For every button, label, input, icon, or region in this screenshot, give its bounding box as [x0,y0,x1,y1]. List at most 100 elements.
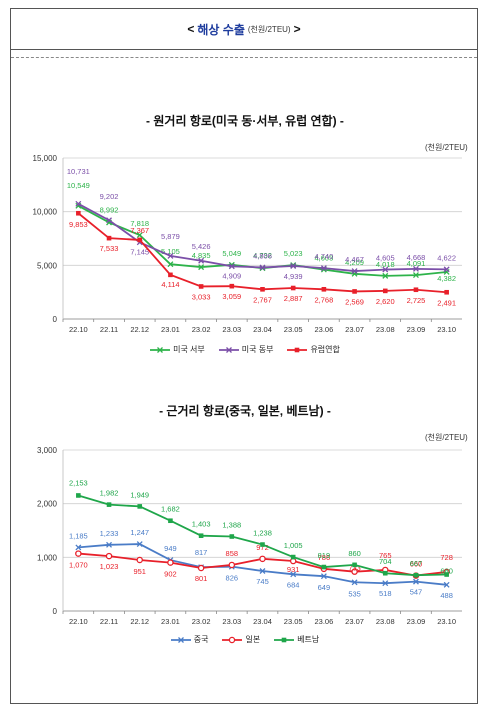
legend-item: 중국 [170,634,208,645]
data-point [198,284,204,289]
legend-marker [229,636,236,643]
x-tick-label: 23.08 [376,617,395,626]
x-tick-label: 23.10 [437,325,456,334]
data-label: 860 [348,549,361,558]
chart2-unit: (천원/2TEU) [425,433,468,442]
x-tick-label: 23.07 [345,617,364,626]
x-tick-label: 23.04 [253,325,272,334]
legend-label: 베트남 [297,635,320,644]
data-label: 4,605 [376,254,395,263]
data-label: 931 [287,565,300,574]
data-point [382,288,388,294]
data-point [198,264,205,271]
data-label: 7,818 [130,219,149,228]
data-point [290,263,297,269]
y-tick-label: 2,000 [37,500,58,509]
legend-marker [295,347,300,352]
legend-marker [225,346,232,353]
data-label: 5,426 [192,242,211,251]
legend-swatch [150,346,171,353]
data-label: 547 [410,588,423,597]
header-left-bracket: < [187,22,195,36]
data-point [168,272,173,278]
page-frame: < 해상 수출 (천원/2TEU) > [10,8,478,704]
data-point [229,283,235,289]
data-label: 786 [318,553,331,562]
data-point [167,261,174,268]
data-label: 4,939 [284,272,303,281]
data-label: 684 [287,580,300,589]
y-tick-label: 1,000 [37,553,58,562]
data-label: 680 [440,567,453,576]
data-label: 4,018 [376,260,395,269]
legend-item: 베트남 [274,634,319,645]
data-label: 858 [226,549,239,558]
data-label: 1,023 [100,562,119,571]
data-label: 4,467 [345,255,364,264]
data-label: 1,388 [222,521,241,530]
data-label: 4,835 [192,251,211,260]
data-point [351,268,358,275]
chart1-long-distance: 0 5,000 10,000 15,000 22.10 22.11 22.12 23.01 23… [33,154,462,334]
legend-swatch [170,636,191,643]
data-point [106,235,112,241]
data-point [413,265,419,272]
data-point [136,556,143,564]
legend-label: 유럽연합 [310,345,340,354]
data-label: 9,853 [69,220,88,229]
x-tick-label: 23.02 [192,617,211,626]
data-label: 7,145 [130,247,149,256]
data-point [106,502,112,507]
legend-item: 미국 서부 [150,344,205,355]
x-tick-label: 23.04 [253,617,272,626]
data-label: 7,367 [130,226,149,235]
data-label: 4,622 [437,253,456,262]
data-point [105,552,113,560]
legend-marker [281,637,287,642]
chart2-short-distance: 0 1,000 2,000 3,000 22.10 22.11 22.12 23.01 23.0… [37,446,462,626]
data-point [259,264,266,271]
data-label: 2,620 [376,297,395,306]
data-label: 4,382 [437,274,456,283]
data-point [76,210,81,216]
y-tick-label: 0 [53,607,58,616]
legend-swatch [218,346,239,353]
data-point [444,289,449,295]
data-point [76,493,81,498]
data-label: 3,059 [222,292,241,301]
data-label: 949 [164,544,177,553]
x-tick-label: 22.12 [130,617,149,626]
data-point [290,285,296,291]
data-point [75,550,82,557]
data-label: 4,114 [161,280,179,289]
legend-item: 유럽연합 [287,344,340,355]
legend-swatch [222,636,243,643]
data-point [260,542,265,547]
data-label: 704 [379,557,392,566]
x-tick-label: 22.10 [69,617,88,626]
data-label: 1,070 [69,561,88,570]
data-point [259,568,266,574]
data-label: 660 [410,560,423,569]
data-label: 4,209 [345,258,364,267]
data-point [413,572,419,578]
data-label: 951 [133,567,146,576]
data-label: 3,033 [192,292,211,301]
data-label: 518 [379,589,392,598]
data-label: 488 [440,591,453,600]
header-unit: (천원/2TEU) [247,24,291,34]
y-tick-label: 10,000 [33,208,58,217]
data-point [443,266,450,273]
x-tick-label: 23.05 [284,617,303,626]
data-label: 10,549 [67,181,90,190]
data-label: 1,238 [253,529,272,538]
data-point [382,580,389,587]
data-point [321,286,327,292]
data-label: 4,732 [253,251,272,260]
data-label: 9,202 [100,192,119,201]
data-point [198,257,205,264]
x-tick-label: 23.06 [314,325,333,334]
data-label: 819 [318,551,331,560]
data-point [444,572,449,577]
data-label: 972 [256,543,269,552]
